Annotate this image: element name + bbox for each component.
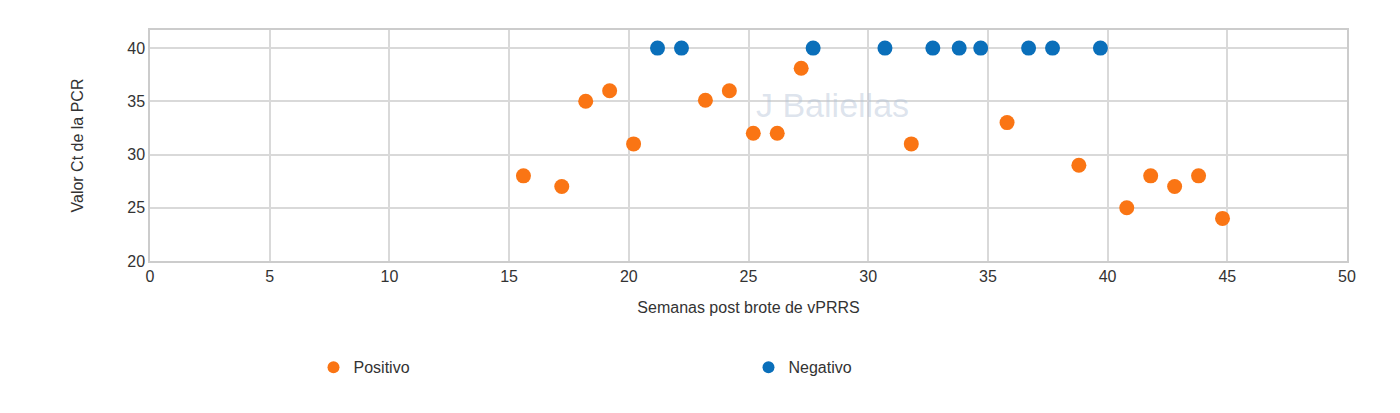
svg-text:20: 20 bbox=[127, 253, 145, 270]
svg-text:10: 10 bbox=[381, 268, 399, 285]
svg-text:Positivo: Positivo bbox=[354, 359, 410, 376]
svg-text:30: 30 bbox=[127, 146, 145, 163]
svg-text:15: 15 bbox=[500, 268, 518, 285]
svg-text:30: 30 bbox=[859, 268, 877, 285]
svg-text:5: 5 bbox=[265, 268, 274, 285]
svg-text:35: 35 bbox=[127, 93, 145, 110]
svg-text:Semanas post brote de vPRRS: Semanas post brote de vPRRS bbox=[637, 299, 859, 316]
svg-text:0: 0 bbox=[146, 268, 155, 285]
svg-text:Valor Ct de la PCR: Valor Ct de la PCR bbox=[69, 79, 86, 213]
svg-text:50: 50 bbox=[1338, 268, 1356, 285]
svg-text:40: 40 bbox=[127, 40, 145, 57]
svg-text:35: 35 bbox=[979, 268, 997, 285]
svg-text:J Baliellas: J Baliellas bbox=[756, 86, 909, 124]
svg-text:25: 25 bbox=[740, 268, 758, 285]
svg-text:25: 25 bbox=[127, 199, 145, 216]
svg-text:Negativo: Negativo bbox=[789, 359, 852, 376]
svg-text:40: 40 bbox=[1099, 268, 1117, 285]
svg-text:20: 20 bbox=[620, 268, 638, 285]
svg-text:45: 45 bbox=[1218, 268, 1236, 285]
